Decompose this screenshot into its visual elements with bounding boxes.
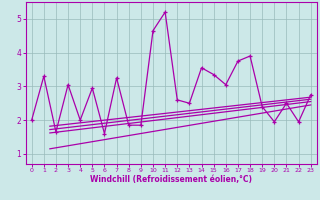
X-axis label: Windchill (Refroidissement éolien,°C): Windchill (Refroidissement éolien,°C) [90,175,252,184]
